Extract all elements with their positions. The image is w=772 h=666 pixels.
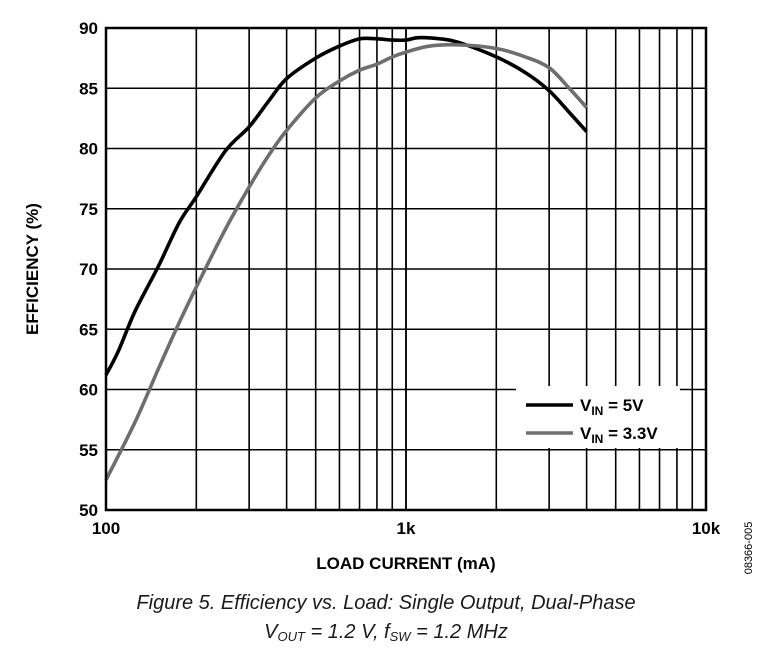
series-line-1 [104,35,588,376]
legend-box [516,386,680,448]
legend-label-main: V [580,396,592,415]
y-tick-label: 50 [79,501,98,520]
legend-label-1: VIN = 5V [580,396,644,418]
caption-f-sub: SW [389,629,411,644]
y-tick-label: 60 [79,381,98,400]
y-tick-label: 55 [79,441,98,460]
legend-label-rest: = 5V [603,396,644,415]
x-tick-label: 10k [692,519,721,538]
y-tick-labels: 50 55 60 65 70 75 80 85 90 [79,19,98,520]
legend-label-main: V [580,424,592,443]
x-tick-label: 100 [92,519,120,538]
y-tick-label: 80 [79,140,98,159]
legend-label-2: VIN = 3.3V [580,424,658,446]
x-axis-title: LOAD CURRENT (mA) [316,554,495,573]
plot-border [104,26,708,512]
caption-end: = 1.2 MHz [410,621,508,643]
legend-label-sub: IN [591,404,603,418]
caption-mid: = 1.2 V, f [304,621,390,643]
figure-id: 08366-005 [743,522,755,575]
legend-label-rest: = 3.3V [603,424,658,443]
series-lines [104,35,588,481]
figure-caption-title: Figure 5. Efficiency vs. Load: Single Ou… [136,592,636,614]
y-tick-label: 70 [79,260,98,279]
caption-v-sub: OUT [277,629,305,644]
efficiency-chart: 50 55 60 65 70 75 80 85 90 100 1k 10k LOAD CURRENT… [23,19,755,575]
figure-caption-conditions: VOUT = 1.2 V, fSW = 1.2 MHz [0,621,772,644]
legend-label-sub: IN [591,432,603,446]
y-tick-label: 75 [79,200,98,219]
series-line-2 [104,42,588,481]
y-axis-title: EFFICIENCY (%) [23,203,42,335]
caption-v: V [264,621,278,643]
y-tick-label: 85 [79,79,98,98]
x-tick-labels: 100 1k 10k [92,519,721,538]
y-tick-label: 65 [79,320,98,339]
y-tick-label: 90 [79,19,98,38]
x-tick-label: 1k [397,519,416,538]
